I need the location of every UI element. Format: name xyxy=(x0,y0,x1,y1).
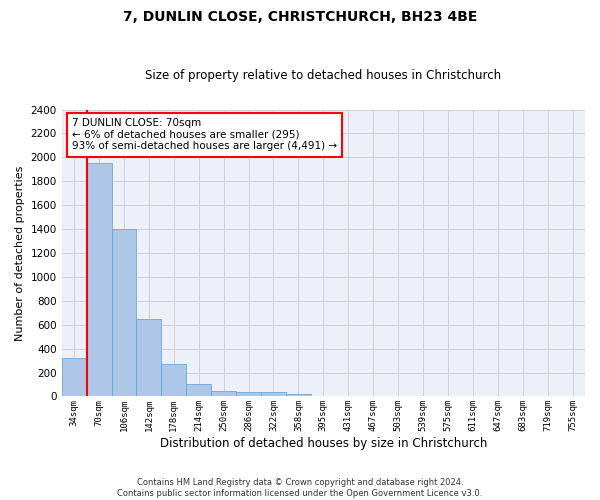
Bar xyxy=(186,384,211,396)
Text: 7, DUNLIN CLOSE, CHRISTCHURCH, BH23 4BE: 7, DUNLIN CLOSE, CHRISTCHURCH, BH23 4BE xyxy=(123,10,477,24)
X-axis label: Distribution of detached houses by size in Christchurch: Distribution of detached houses by size … xyxy=(160,437,487,450)
Bar xyxy=(86,164,112,396)
Text: Contains HM Land Registry data © Crown copyright and database right 2024.
Contai: Contains HM Land Registry data © Crown c… xyxy=(118,478,482,498)
Bar xyxy=(236,392,261,396)
Bar xyxy=(62,358,86,397)
Bar xyxy=(112,229,136,396)
Y-axis label: Number of detached properties: Number of detached properties xyxy=(15,166,25,340)
Bar xyxy=(261,392,286,396)
Text: 7 DUNLIN CLOSE: 70sqm
← 6% of detached houses are smaller (295)
93% of semi-deta: 7 DUNLIN CLOSE: 70sqm ← 6% of detached h… xyxy=(72,118,337,152)
Bar xyxy=(211,390,236,396)
Bar xyxy=(161,364,186,396)
Bar xyxy=(136,318,161,396)
Bar xyxy=(286,394,311,396)
Title: Size of property relative to detached houses in Christchurch: Size of property relative to detached ho… xyxy=(145,69,502,82)
